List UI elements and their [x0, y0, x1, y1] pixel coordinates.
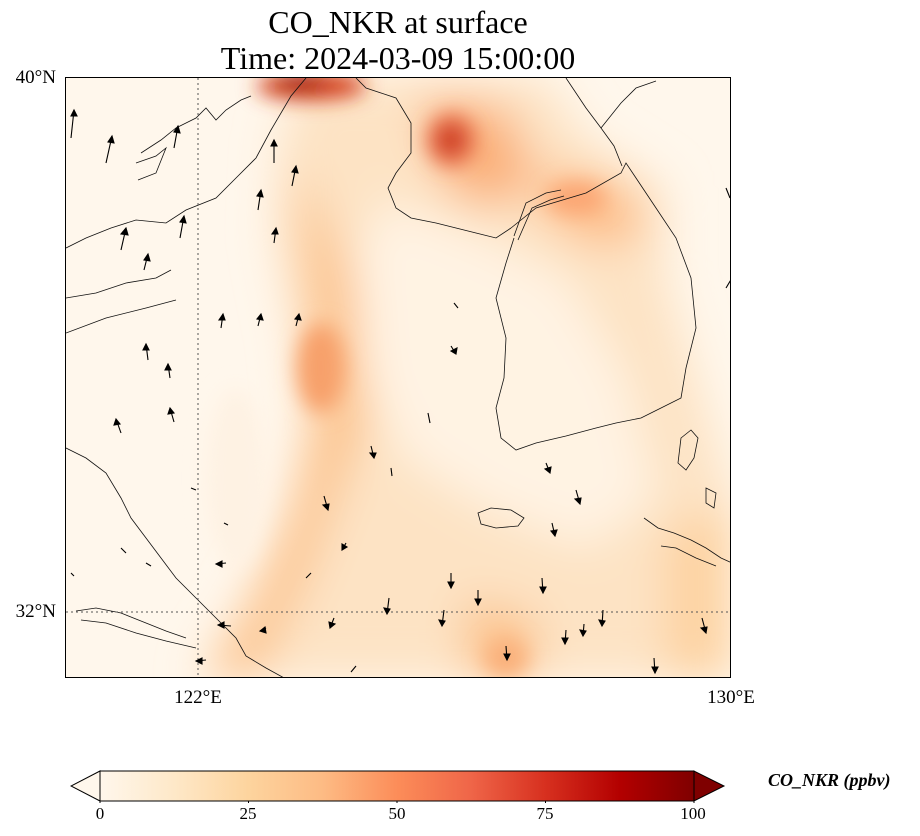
map-title: CO_NKR at surface	[268, 4, 528, 40]
colorbar-tick-25: 25	[239, 804, 257, 823]
colorbar-gradient	[99, 770, 695, 802]
wind-vectors	[70, 108, 730, 675]
colorbar-extend-min	[70, 770, 101, 802]
colorbar-tick-100: 100	[680, 804, 706, 823]
map-panel[interactable]	[65, 77, 731, 678]
colorbar-tick-0: 0	[95, 804, 105, 823]
concentration-hotspots	[206, 78, 606, 677]
map-subtitle-time: Time: 2024-03-09 15:00:00	[220, 40, 576, 76]
colorbar-tick-75: 75	[536, 804, 554, 823]
lon-label-130e: 130°E	[707, 687, 755, 708]
lon-label-122e: 122°E	[174, 687, 222, 708]
lat-label-40n: 40°N	[15, 67, 56, 88]
map-svg	[66, 78, 730, 677]
concentration-field	[197, 78, 730, 677]
colorbar-tick-50: 50	[388, 804, 406, 823]
colorbar-title: CO_NKR (ppbv)	[768, 770, 891, 790]
colorbar-extend-max	[693, 770, 726, 802]
lat-label-32n: 32°N	[15, 601, 56, 622]
gridlines	[66, 78, 730, 677]
coastlines	[66, 78, 730, 677]
colorbar	[70, 770, 726, 803]
